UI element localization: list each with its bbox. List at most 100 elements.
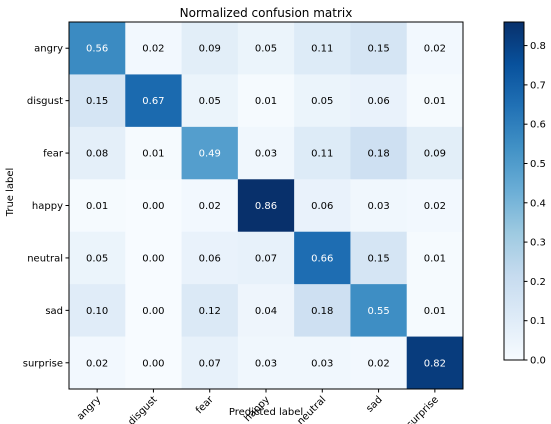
heatmap-cell-surprise-sad (350, 336, 408, 390)
cell-value-label: 0.09 (424, 149, 446, 160)
cell-value-label: 0.82 (424, 358, 446, 369)
heatmap-cell-angry-surprise (406, 22, 464, 75)
heatmap-cell-happy-angry (69, 179, 126, 233)
heatmap-cell-sad-fear (181, 284, 239, 338)
cell-value-label: 0.07 (199, 358, 221, 369)
cell-value-label: 0.03 (311, 358, 333, 369)
cell-value-label: 0.06 (199, 253, 221, 264)
cell-value-label: 0.03 (367, 201, 389, 212)
colorbar (503, 21, 525, 361)
cell-value-label: 0.00 (142, 306, 164, 317)
heatmap-cell-happy-fear (181, 179, 239, 233)
cell-value-label: 0.49 (199, 149, 221, 160)
colorbar-tick-label: 0.5 (530, 159, 546, 170)
heatmap-cell-happy-neutral (294, 179, 351, 233)
colorbar-tick-label: 0.3 (530, 238, 546, 249)
cell-value-label: 0.00 (142, 253, 164, 264)
chart-title: Normalized confusion matrix (180, 6, 353, 20)
cell-value-label: 0.02 (86, 358, 108, 369)
cell-value-label: 0.03 (255, 149, 277, 160)
heatmap-cell-fear-angry (69, 126, 126, 180)
y-tick-label-angry: angry (34, 44, 63, 55)
heatmap-cell-sad-sad (350, 284, 408, 338)
heatmap-cell-surprise-neutral (294, 336, 351, 390)
cell-value-label: 0.06 (311, 201, 333, 212)
x-tick-label-angry: angry (75, 394, 103, 422)
heatmap-cell-fear-neutral (294, 126, 351, 180)
heatmap-cell-angry-sad (350, 22, 408, 75)
cell-value-label: 0.06 (367, 96, 389, 107)
cell-value-label: 0.02 (142, 44, 164, 55)
heatmap-cell-fear-surprise (406, 126, 464, 180)
cell-value-label: 0.05 (255, 44, 277, 55)
heatmap-cells: 0.56 0.02 0.09 0.05 0.11 0.15 0.02 0.15 0.67 0.05… (69, 22, 464, 390)
heatmap-cell-fear-sad (350, 126, 408, 180)
cell-value-label: 0.67 (142, 96, 164, 107)
heatmap-cell-fear-fear (181, 126, 239, 180)
colorbar-tick-label: 0.8 (530, 41, 546, 52)
x-tick-label-sad: sad (364, 394, 384, 414)
y-tick-label-sad: sad (45, 306, 63, 317)
colorbar-tick-label: 0.0 (530, 356, 546, 367)
heatmap-cell-neutral-surprise (406, 231, 464, 285)
cell-value-label: 0.08 (86, 149, 108, 160)
x-tick-label-surprise: surprise (405, 394, 441, 424)
y-tick-label-surprise: surprise (23, 358, 63, 369)
heatmap-cell-angry-fear (181, 22, 239, 75)
y-tick-label-happy: happy (32, 201, 63, 212)
cell-value-label: 0.11 (311, 149, 333, 160)
heatmap-cell-fear-happy (237, 126, 295, 180)
heatmap-cell-neutral-happy (237, 231, 295, 285)
heatmap-cell-disgust-surprise (406, 74, 464, 128)
cell-value-label: 0.01 (424, 253, 446, 264)
cell-value-label: 0.15 (367, 253, 389, 264)
cell-value-label: 0.09 (199, 44, 221, 55)
cell-value-label: 0.04 (255, 306, 277, 317)
cell-value-label: 0.66 (311, 253, 333, 264)
heatmap-cell-surprise-fear (181, 336, 239, 390)
heatmap-cell-happy-surprise (406, 179, 464, 233)
x-axis-label: Predicted label (229, 407, 303, 418)
heatmap-cell-disgust-fear (181, 74, 239, 128)
heatmap-cell-sad-disgust (125, 284, 183, 338)
cell-value-label: 0.01 (424, 96, 446, 107)
cell-value-label: 0.18 (367, 149, 389, 160)
colorbar-tick-label: 0.6 (530, 120, 546, 131)
heatmap-cell-surprise-happy (237, 336, 295, 390)
x-tick-label-disgust: disgust (126, 394, 159, 424)
colorbar-ticks: 0.0 0.1 0.2 0.3 0.4 0.5 0.6 0.7 0.8 (524, 41, 546, 367)
cell-value-label: 0.07 (255, 253, 277, 264)
heatmap-cell-disgust-angry (69, 74, 126, 128)
cell-value-label: 0.05 (311, 96, 333, 107)
cell-value-label: 0.18 (311, 306, 333, 317)
cell-value-label: 0.10 (86, 306, 108, 317)
cell-value-label: 0.02 (424, 201, 446, 212)
colorbar-tick-label: 0.4 (530, 198, 546, 209)
colorbar-tick-label: 0.2 (530, 277, 546, 288)
cell-value-label: 0.15 (367, 44, 389, 55)
cell-value-label: 0.02 (424, 44, 446, 55)
cell-value-label: 0.01 (86, 201, 108, 212)
cell-value-label: 0.55 (367, 306, 389, 317)
cell-value-label: 0.12 (199, 306, 221, 317)
heatmap-cell-sad-angry (69, 284, 126, 338)
y-axis-ticks: angry disgust fear happy neutral sad surprise (23, 44, 69, 369)
cell-value-label: 0.05 (199, 96, 221, 107)
heatmap-cell-angry-disgust (125, 22, 183, 75)
cell-value-label: 0.11 (311, 44, 333, 55)
cell-value-label: 0.86 (255, 201, 277, 212)
heatmap-cell-angry-angry (69, 22, 126, 75)
colorbar-tick-label: 0.1 (530, 316, 546, 327)
heatmap-cell-sad-happy (237, 284, 295, 338)
heatmap-cell-happy-disgust (125, 179, 183, 233)
heatmap-cell-sad-neutral (294, 284, 351, 338)
cell-value-label: 0.00 (142, 358, 164, 369)
heatmap-cell-neutral-neutral (294, 231, 351, 285)
cell-value-label: 0.01 (255, 96, 277, 107)
heatmap-cell-disgust-sad (350, 74, 408, 128)
cell-value-label: 0.56 (86, 44, 108, 55)
cell-value-label: 0.01 (424, 306, 446, 317)
heatmap-cell-neutral-angry (69, 231, 126, 285)
heatmap-cell-angry-happy (237, 22, 295, 75)
heatmap-cell-angry-neutral (294, 22, 351, 75)
